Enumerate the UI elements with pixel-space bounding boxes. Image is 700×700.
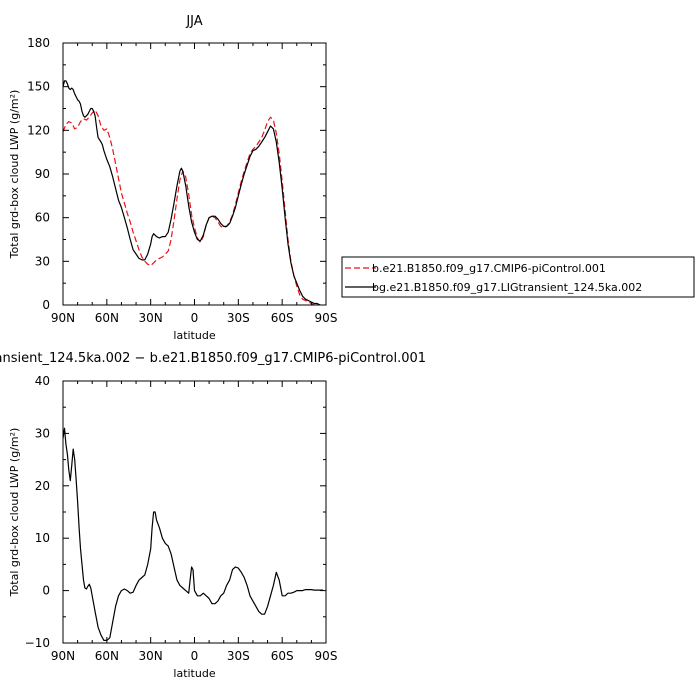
panel-2-y-tick-label: 40: [35, 374, 50, 388]
panel-1-title: JJA: [185, 14, 202, 29]
panel-1-x-tick-label: 90S: [315, 311, 338, 325]
panel-1-y-tick-label: 180: [27, 36, 50, 50]
panel-1-y-tick-label: 120: [27, 123, 50, 137]
panel-1-x-tick-label: 30N: [139, 311, 163, 325]
panel-2-plot-frame: [62, 380, 327, 644]
panel-2-x-tick-label: 90N: [51, 649, 75, 663]
panel-1-x-tick-label: 60S: [271, 311, 294, 325]
panel-1-y-axis-label: Total grd-box cloud LWP (g/m²): [8, 90, 21, 260]
panel-2-x-tick-label: 60S: [271, 649, 294, 663]
panel-1-x-tick-label: 90N: [51, 311, 75, 325]
panel-2-x-tick-label: 0: [191, 649, 199, 663]
panel-1-y-tick-label: 30: [35, 254, 50, 268]
panel-2-y-tick-label: 10: [35, 531, 50, 545]
panel-2-y-axis-label: Total grd-box cloud LWP (g/m²): [8, 428, 21, 598]
panel-2-y-tick-label: 20: [35, 479, 50, 493]
panel-1-plot-frame: [62, 42, 327, 306]
legend-box: [341, 256, 695, 298]
panel-2-x-tick-label: 30S: [227, 649, 250, 663]
panel-2-y-tick-label: 30: [35, 426, 50, 440]
panel-1-x-tick-label: 60N: [95, 311, 119, 325]
panel-2-x-tick-label: 30N: [139, 649, 163, 663]
panel-1-y-tick-label: 60: [35, 211, 50, 225]
panel-2-y-tick-label: −10: [25, 636, 50, 650]
panel-1-x-axis-label: latitude: [173, 329, 215, 342]
legend-entry-1: b.e21.B1850.f09_g17.CMIP6-piControl.001: [372, 262, 606, 275]
panel-1-series-line-1: [63, 109, 315, 305]
panel-2-title: LIGtransient_124.5ka.002 − b.e21.B1850.f…: [0, 351, 426, 366]
panel-2-y-tick-label: 0: [42, 584, 50, 598]
panel-1-y-tick-label: 0: [42, 298, 50, 312]
legend-entry-2: bg.e21.B1850.f09_g17.LIGtransient_124.5k…: [372, 281, 642, 294]
panel-2-x-tick-label: 60N: [95, 649, 119, 663]
panel-2-x-tick-label: 90S: [315, 649, 338, 663]
panel-1-y-tick-label: 90: [35, 167, 50, 181]
panel-1-x-tick-label: 0: [191, 311, 199, 325]
panel-2-series-line-1: [63, 427, 324, 641]
panel-1-y-tick-label: 150: [27, 80, 50, 94]
panel-2-x-axis-label: latitude: [173, 667, 215, 680]
panel-1-series-line-2: [63, 80, 321, 305]
panel-1-x-tick-label: 30S: [227, 311, 250, 325]
